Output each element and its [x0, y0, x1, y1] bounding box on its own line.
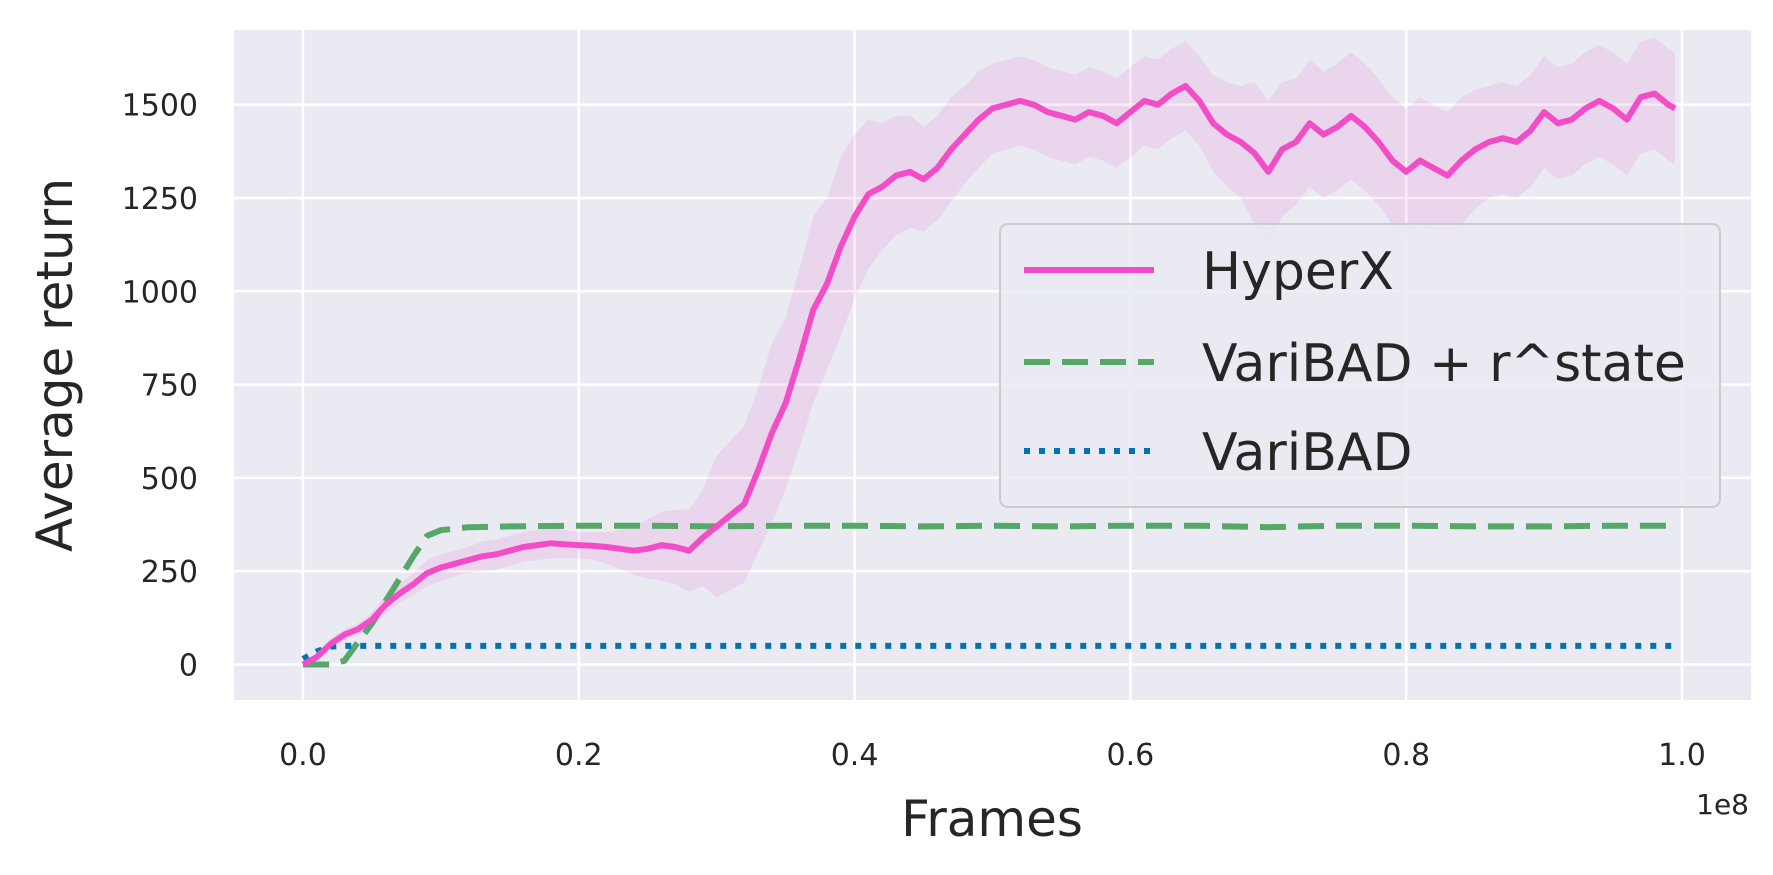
- x-tick-label: 1.0: [1658, 738, 1706, 773]
- x-tick-label: 0.0: [279, 738, 327, 773]
- y-tick-label: 500: [141, 462, 198, 497]
- series-lines: [301, 83, 1677, 668]
- x-tick-label: 0.6: [1107, 738, 1155, 773]
- confidence-band: [303, 37, 1676, 665]
- y-tick-label: 750: [141, 369, 198, 404]
- legend: HyperX VariBAD + r^state VariBAD: [999, 223, 1721, 508]
- x-tick-label: 0.8: [1382, 738, 1430, 773]
- legend-label-hyperx: HyperX: [1202, 242, 1394, 302]
- hyperx-confidence-band-layer: [303, 37, 1676, 665]
- series-line: [301, 642, 1676, 662]
- y-tick-labels: 0 250 500 750 1000 1250 1500: [122, 89, 198, 684]
- x-offset-label: 1e8: [1696, 788, 1749, 821]
- x-tick-label: 0.2: [555, 738, 603, 773]
- y-axis-title: Average return: [26, 178, 84, 552]
- x-tick-label: 0.4: [831, 738, 879, 773]
- legend-label-varibad: VariBAD: [1202, 423, 1413, 483]
- legend-label-varibad-rstate: VariBAD + r^state: [1202, 334, 1686, 394]
- legend-box: [999, 223, 1721, 508]
- x-axis-title: Frames: [901, 790, 1083, 848]
- y-tick-label: 1500: [122, 89, 198, 124]
- y-tick-label: 0: [179, 649, 198, 684]
- x-tick-labels: 0.0 0.2 0.4 0.6 0.8 1.0: [279, 738, 1706, 773]
- series-line: [301, 83, 1677, 668]
- y-tick-label: 250: [141, 555, 198, 590]
- y-tick-label: 1250: [122, 182, 198, 217]
- y-tick-label: 1000: [122, 275, 198, 310]
- series-line: [303, 522, 1676, 668]
